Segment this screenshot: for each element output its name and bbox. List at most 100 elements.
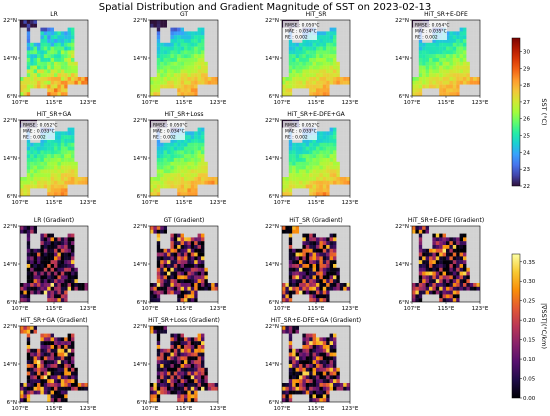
y-tick-label: 6°N [137,300,147,306]
x-tick-label: 123°E [342,406,359,412]
colorbar-tick-label: 0.20 [523,318,536,324]
y-tick-label: 22°N [265,224,279,230]
x-tick-label: 115°E [46,406,63,412]
x-tick-label: 123°E [472,306,489,312]
colorbar-tick-label: 0.15 [523,338,536,344]
x-tick-label: 107°E [404,306,421,312]
panel-title: GT [180,11,188,18]
heatmap-cells [150,326,218,402]
x-tick-label: 107°E [274,100,291,106]
y-tick-label: 22°N [265,18,279,24]
panel-title: GT (Gradient) [164,217,205,224]
metric-text: RMSE : 0.050°C [153,123,188,129]
y-tick-label: 6°N [269,194,279,200]
y-tick-label: 14°N [265,156,279,162]
y-tick-label: 14°N [133,56,147,62]
metric-text: MAE : 0.034°C [285,29,317,35]
x-tick-label: 107°E [274,406,291,412]
heatmap-cells [412,226,480,302]
x-tick-label: 115°E [308,406,325,412]
colorbar-gradient [511,253,521,399]
y-tick-label: 22°N [395,18,409,24]
panel-title: HiT_SR+GA (Gradient) [20,317,87,324]
metric-text: RMSE : 0.052°C [285,123,320,129]
y-tick-label: 6°N [137,194,147,200]
y-tick-label: 22°N [133,118,147,124]
x-tick-label: 107°E [404,100,421,106]
y-tick-label: 6°N [269,94,279,100]
y-tick-label: 6°N [269,300,279,306]
colorbar-tick-label: 0.35 [523,260,536,266]
y-tick-label: 14°N [133,262,147,268]
x-tick-label: 123°E [342,200,359,206]
metric-text: MAE : 0.034°C [153,129,185,135]
colorbar-label: |∇SST|(°C/km) [540,303,548,349]
x-tick-label: 115°E [438,100,455,106]
x-tick-label: 107°E [12,406,29,412]
heatmap-cells [150,20,218,96]
y-tick-label: 22°N [133,324,147,330]
y-tick-label: 14°N [265,56,279,62]
y-tick-label: 14°N [3,156,17,162]
x-tick-label: 115°E [438,306,455,312]
y-tick-label: 22°N [265,118,279,124]
y-tick-label: 22°N [3,224,17,230]
colorbar-tick-label: 0.00 [523,396,536,402]
heatmap-cells [282,226,350,302]
y-tick-label: 6°N [7,194,17,200]
x-tick-label: 115°E [308,100,325,106]
y-tick-label: 14°N [3,262,17,268]
heatmap-cells [150,226,218,302]
colorbar-tick-label: 0.05 [523,377,536,383]
y-tick-label: 6°N [269,400,279,406]
y-tick-label: 6°N [7,400,17,406]
sst-colorbar: 22 23 24 25 26 27 28 29 30 SST (°C) [511,37,548,190]
x-tick-label: 107°E [12,306,29,312]
y-tick-label: 14°N [133,156,147,162]
x-tick-label: 123°E [80,200,97,206]
x-tick-label: 115°E [308,306,325,312]
colorbar-tick-label: 0.10 [523,357,536,363]
metric-text: RMSE : 0.054°C [415,23,450,29]
colorbar-tick-label: 0.30 [523,279,536,285]
y-tick-label: 6°N [7,300,17,306]
metric-text: RE : 0.002 [285,35,308,41]
panel-title: HiT_SR+E-DFE [424,11,468,18]
heatmap-cells [20,226,88,302]
colorbar-tick-label: 28 [523,83,530,89]
metric-text: MAE : 0.033°C [285,129,317,135]
panel-title: HiT_SR+E-DFE (Gradient) [408,217,484,224]
colorbar-tick-label: 29 [523,66,530,72]
x-tick-label: 123°E [210,100,227,106]
heatmap-cells [412,20,480,96]
x-tick-label: 123°E [210,200,227,206]
colorbar-tick-label: 30 [523,49,530,55]
metric-text: MAE : 0.033°C [23,129,55,135]
heatmap-cells [20,326,88,402]
x-tick-label: 115°E [176,306,193,312]
y-tick-label: 6°N [137,400,147,406]
colorbar-tick-label: 24 [523,150,530,156]
colorbar-tick-label: 0.25 [523,299,536,305]
y-tick-label: 14°N [3,56,17,62]
map-panel: HiT_SR+E-DFE+GA (Gradient)22°N 14°N 6°N107… [265,317,361,412]
x-tick-label: 123°E [342,306,359,312]
x-tick-label: 107°E [274,200,291,206]
panel-title: HiT_SR [306,11,327,18]
x-tick-label: 123°E [342,100,359,106]
colorbar-tick-label: 26 [523,117,530,123]
y-tick-label: 14°N [265,262,279,268]
panel-title: HiT_SR (Gradient) [289,217,343,224]
x-tick-label: 115°E [46,200,63,206]
y-tick-label: 14°N [395,262,409,268]
